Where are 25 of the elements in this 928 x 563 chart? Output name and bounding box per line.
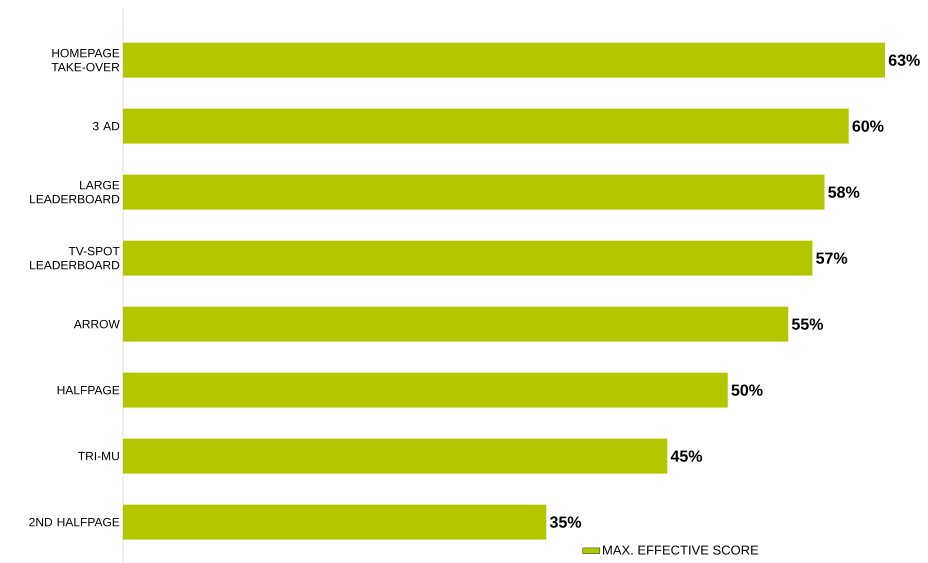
legend-label: MAX. EFFECTIVE SCORE bbox=[603, 545, 758, 555]
bar bbox=[123, 438, 668, 474]
bar bbox=[123, 372, 728, 408]
bar bbox=[123, 504, 546, 540]
y-tick-label: TRI-MU bbox=[78, 452, 119, 460]
y-tick-label: ARROW bbox=[74, 320, 120, 328]
data-label: 35% bbox=[550, 516, 582, 528]
bar bbox=[123, 108, 849, 144]
data-label: 45% bbox=[670, 450, 702, 462]
y-tick-label: 2ND HALFPAGE bbox=[29, 518, 120, 526]
data-label: 50% bbox=[731, 384, 763, 396]
data-label: 63% bbox=[888, 54, 920, 66]
bar bbox=[123, 240, 812, 276]
y-tick-label: TV-SPOT LEADERBOARD bbox=[30, 246, 120, 270]
y-tick-label: HALFPAGE bbox=[58, 386, 120, 394]
y-tick-label: 3 AD bbox=[92, 122, 120, 130]
y-tick-label: LARGE LEADERBOARD bbox=[30, 180, 120, 204]
data-label: 55% bbox=[792, 318, 824, 330]
data-label: 58% bbox=[828, 186, 860, 198]
bar bbox=[123, 42, 886, 78]
bar bbox=[123, 306, 788, 342]
bar bbox=[123, 174, 825, 210]
y-tick-label: HOMEPAGE TAKE-OVER bbox=[52, 48, 120, 72]
data-label: 57% bbox=[816, 252, 848, 264]
data-label: 60% bbox=[852, 120, 884, 132]
